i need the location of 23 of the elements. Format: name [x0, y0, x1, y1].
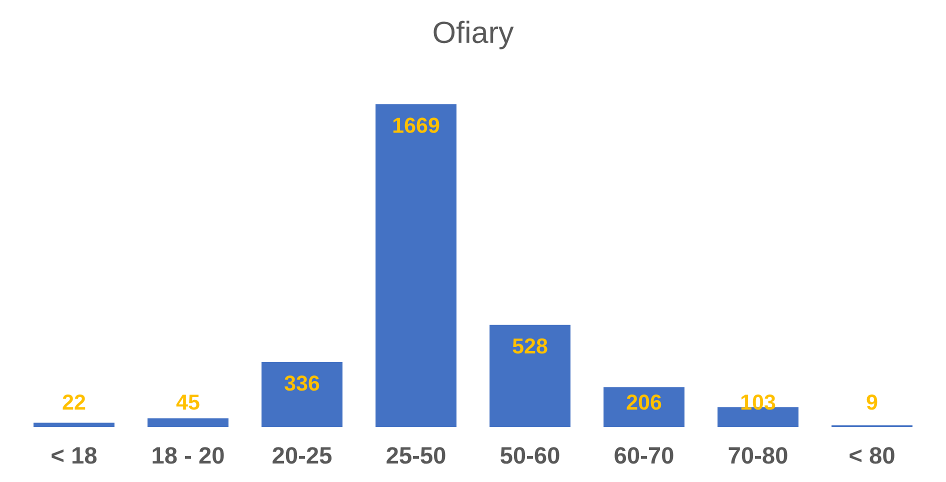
x-tick-label: 18 - 20 [152, 447, 224, 464]
bar [148, 418, 228, 427]
data-label: 9 [866, 394, 878, 410]
x-tick-label: 25-50 [386, 447, 446, 464]
bar [604, 387, 684, 427]
x-tick-label: 50-60 [500, 447, 560, 464]
data-label: 103 [741, 394, 776, 410]
bar [262, 362, 342, 427]
data-label: 1669 [393, 118, 440, 133]
data-label: 528 [512, 338, 548, 354]
bar [490, 324, 570, 427]
x-tick-label: < 80 [850, 447, 894, 464]
data-label: 336 [284, 376, 320, 391]
x-tick-label: 20-25 [272, 447, 332, 464]
x-tick-label: < 18 [52, 447, 97, 464]
bar [376, 104, 456, 427]
data-label: 45 [176, 394, 200, 410]
x-tick-label: 70-80 [728, 447, 788, 464]
chart-title: Ofiary [434, 20, 514, 50]
data-label: 206 [626, 394, 662, 410]
bar [34, 422, 114, 427]
data-label: 22 [62, 394, 86, 410]
x-tick-label: 60-70 [614, 447, 674, 464]
